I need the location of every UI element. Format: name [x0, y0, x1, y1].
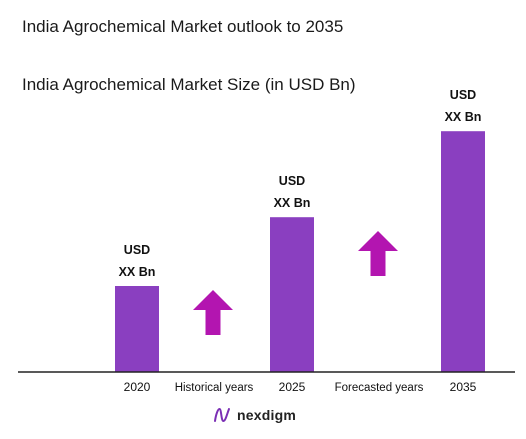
- bar-2020: [115, 286, 159, 372]
- x-tick-label: 2035: [450, 380, 477, 394]
- data-label: USD: [124, 243, 150, 257]
- data-label: USD: [450, 88, 476, 102]
- brand-logo: nexdigm: [213, 404, 296, 426]
- x-tick-label: 2025: [279, 380, 306, 394]
- data-label: XX Bn: [445, 110, 482, 124]
- data-label: XX Bn: [274, 196, 311, 210]
- x-tick-label: 2020: [124, 380, 151, 394]
- data-label: USD: [279, 174, 305, 188]
- bar-2035: [441, 131, 485, 372]
- period-label: Historical years: [175, 382, 254, 394]
- page-title: India Agrochemical Market outlook to 203…: [22, 17, 344, 36]
- bar-2025: [270, 217, 314, 372]
- data-label: XX Bn: [119, 265, 156, 279]
- nexdigm-logo-icon: [214, 407, 230, 423]
- growth-arrow-icon: [193, 290, 233, 335]
- chart-title: India Agrochemical Market Size (in USD B…: [22, 75, 356, 94]
- brand-name: nexdigm: [237, 407, 296, 423]
- growth-arrow-icon: [358, 231, 398, 276]
- period-label: Forecasted years: [335, 382, 424, 394]
